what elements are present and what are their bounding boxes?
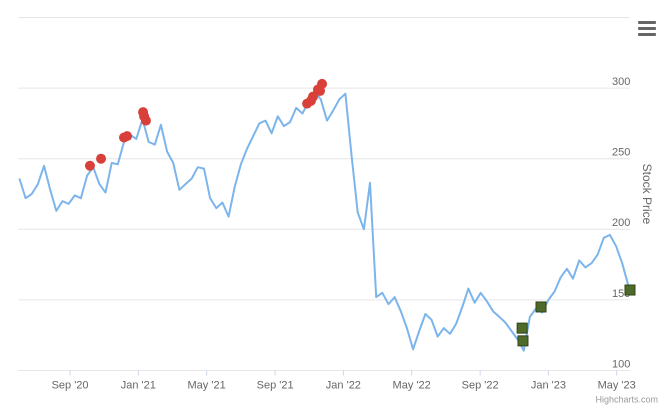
circle-marker <box>122 131 133 142</box>
x-tick-label: Jan '23 <box>531 379 566 391</box>
square-marker <box>535 301 547 313</box>
y-axis-title: Stock Price <box>640 164 654 225</box>
price-line <box>18 89 630 352</box>
circle-marker <box>308 91 319 102</box>
y-tick-label: 100 <box>612 358 630 370</box>
x-tick-label: May '22 <box>393 379 431 391</box>
x-tick-label: Sep '20 <box>52 379 89 391</box>
y-tick-label: 200 <box>612 217 630 229</box>
circle-marker <box>317 78 328 89</box>
circle-marker <box>96 153 107 164</box>
circle-marker <box>84 160 95 171</box>
x-tick-label: Jan '22 <box>326 379 361 391</box>
menu-bar <box>638 33 656 36</box>
square-marker <box>517 335 529 347</box>
x-tick-label: Sep '21 <box>257 379 294 391</box>
square-marker <box>624 284 636 296</box>
x-tick-label: May '23 <box>598 379 636 391</box>
circle-marker <box>140 115 151 126</box>
menu-button[interactable] <box>638 21 656 36</box>
y-tick-label: 300 <box>612 76 630 88</box>
x-tick-label: May '21 <box>188 379 226 391</box>
credit[interactable]: Highcharts.com <box>595 394 658 404</box>
square-marker <box>516 322 528 334</box>
menu-bar <box>638 27 656 30</box>
menu-bar <box>638 21 656 24</box>
x-tick-label: Sep '22 <box>462 379 499 391</box>
x-tick-label: Jan '21 <box>121 379 156 391</box>
y-tick-label: 250 <box>612 147 630 159</box>
